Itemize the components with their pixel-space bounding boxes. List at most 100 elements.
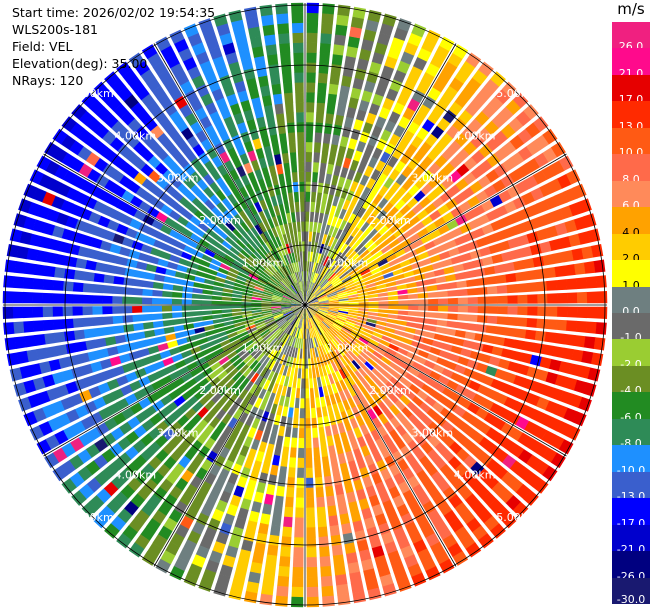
velocity-gate <box>448 353 460 363</box>
velocity-gate <box>330 326 340 335</box>
velocity-gate <box>342 354 352 365</box>
velocity-gate <box>326 495 336 507</box>
velocity-gate <box>453 192 467 205</box>
velocity-gate <box>263 315 274 321</box>
velocity-gate <box>243 140 254 153</box>
velocity-gate <box>297 141 305 153</box>
velocity-gate <box>298 308 304 318</box>
velocity-gate <box>204 248 216 258</box>
velocity-gate <box>472 393 486 406</box>
velocity-gate <box>250 36 263 49</box>
velocity-gate <box>315 232 320 243</box>
velocity-gate <box>92 295 103 304</box>
velocity-gate <box>316 346 322 357</box>
velocity-gate <box>401 378 413 389</box>
velocity-gate <box>94 337 107 348</box>
velocity-gate <box>73 270 85 281</box>
velocity-gate <box>367 408 377 421</box>
velocity-gate <box>292 298 302 304</box>
velocity-gate <box>351 192 361 204</box>
velocity-gate <box>303 328 305 340</box>
velocity-gate <box>23 216 37 231</box>
velocity-gate <box>163 414 176 427</box>
velocity-gate <box>308 318 312 329</box>
velocity-gate <box>388 258 400 267</box>
velocity-gate <box>397 294 409 300</box>
velocity-gate <box>261 411 270 423</box>
velocity-gate <box>413 447 426 461</box>
velocity-gate <box>63 425 78 440</box>
velocity-gate <box>147 255 160 265</box>
velocity-gate <box>268 360 276 371</box>
velocity-gate <box>345 320 356 327</box>
velocity-gate <box>218 468 230 481</box>
velocity-gate <box>197 221 209 232</box>
velocity-gate <box>212 541 226 555</box>
velocity-gate <box>335 285 346 292</box>
velocity-gate <box>368 305 379 309</box>
velocity-gate <box>358 498 370 511</box>
velocity-gate <box>382 13 397 27</box>
velocity-gate <box>306 467 313 479</box>
velocity-gate <box>374 378 385 389</box>
velocity-gate <box>357 313 369 318</box>
velocity-gate <box>273 184 281 196</box>
velocity-gate <box>340 273 351 281</box>
velocity-gate <box>413 56 428 71</box>
velocity-gate <box>324 123 333 135</box>
velocity-gate <box>318 426 326 438</box>
velocity-gate <box>306 586 319 598</box>
velocity-gate <box>257 278 267 285</box>
velocity-gate <box>272 327 281 336</box>
velocity-gate <box>306 291 310 302</box>
velocity-gate <box>525 270 537 281</box>
velocity-gate <box>390 559 405 574</box>
velocity-gate <box>275 373 282 385</box>
velocity-gate <box>337 593 351 606</box>
velocity-gate <box>250 347 260 357</box>
velocity-gate <box>331 361 339 373</box>
velocity-gate <box>384 276 396 283</box>
velocity-gate <box>474 333 486 342</box>
velocity-gate <box>243 285 254 291</box>
velocity-gate <box>293 296 302 303</box>
velocity-gate <box>332 554 345 566</box>
velocity-gate <box>396 503 410 518</box>
velocity-gate <box>205 102 218 115</box>
velocity-gate <box>153 239 165 250</box>
velocity-gate <box>155 36 171 52</box>
velocity-gate <box>104 179 118 193</box>
velocity-gate <box>350 438 360 451</box>
velocity-gate <box>263 289 274 295</box>
velocity-gate <box>86 117 102 133</box>
velocity-gate <box>317 275 324 285</box>
velocity-gate <box>147 542 163 558</box>
velocity-gate <box>517 294 528 304</box>
velocity-gate <box>203 278 215 285</box>
velocity-gate <box>337 503 348 516</box>
velocity-gate <box>231 156 242 169</box>
velocity-gate <box>245 415 255 427</box>
velocity-gate <box>253 350 263 360</box>
velocity-gate <box>502 454 517 469</box>
velocity-gate <box>33 320 44 332</box>
velocity-gate <box>387 442 399 455</box>
velocity-gate <box>472 525 488 541</box>
velocity-gate <box>195 545 210 559</box>
velocity-gate <box>318 306 329 309</box>
velocity-gate <box>308 306 319 310</box>
start-time-text: Start time: 2026/02/02 19:54:35 <box>12 5 216 20</box>
velocity-gate <box>343 210 352 222</box>
velocity-gate <box>381 65 395 79</box>
velocity-gate <box>209 376 221 388</box>
velocity-gate <box>276 194 283 205</box>
velocity-gate <box>407 293 419 299</box>
velocity-gate <box>348 138 358 150</box>
velocity-gate <box>477 287 488 295</box>
velocity-gate <box>261 135 271 148</box>
velocity-gate <box>155 176 169 190</box>
velocity-gate <box>305 241 308 252</box>
velocity-gate <box>281 300 292 303</box>
velocity-gate <box>200 92 214 107</box>
velocity-gate <box>316 274 322 285</box>
